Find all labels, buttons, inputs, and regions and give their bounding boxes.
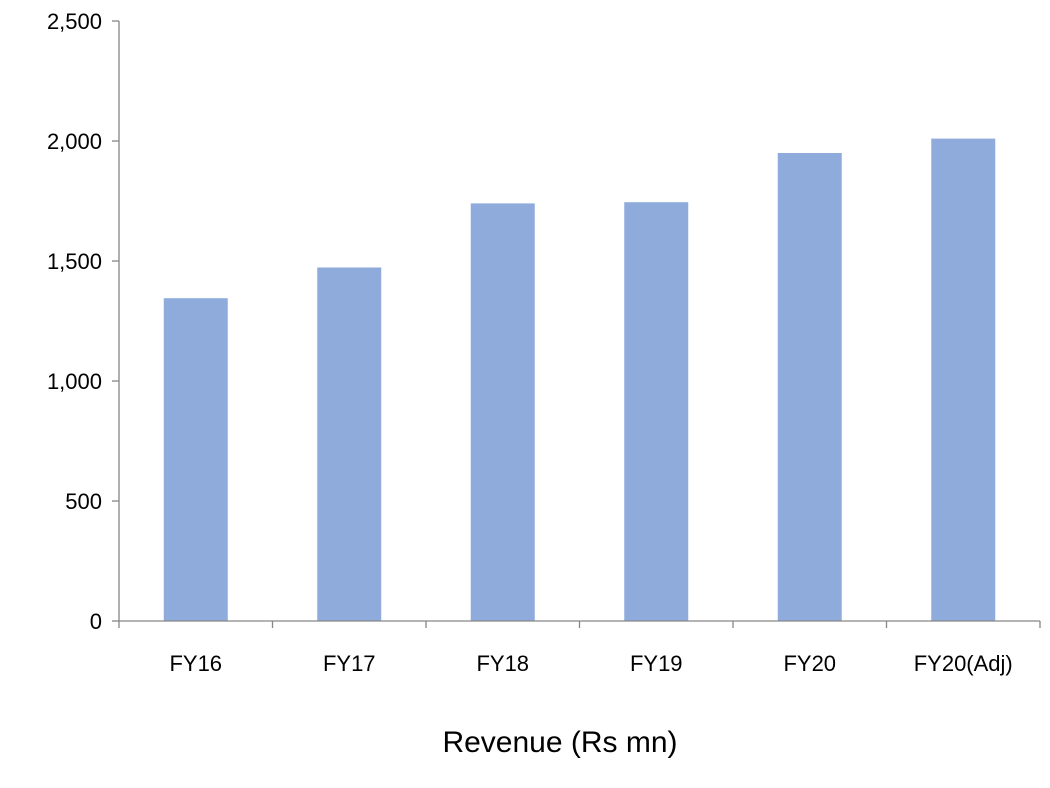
bar-fy17: [317, 267, 382, 621]
x-axis-label: Revenue (Rs mn): [442, 726, 677, 759]
y-tick-label: 500: [65, 489, 102, 514]
x-tick-label: FY19: [630, 651, 683, 676]
y-tick-label: 0: [90, 609, 102, 634]
bar-fy16: [163, 298, 228, 621]
bar-fy18: [470, 203, 535, 621]
axes: [118, 21, 1040, 622]
x-tick-label: FY18: [476, 651, 529, 676]
bar-fy19: [624, 202, 689, 621]
x-tick-label: FY16: [169, 651, 222, 676]
bar-fy20-adj: [931, 138, 996, 621]
x-tick-label: FY20: [783, 651, 836, 676]
bars: [163, 138, 996, 621]
y-tick-label: 1,500: [47, 249, 102, 274]
bar-fy20: [777, 153, 842, 621]
y-axis-ticks: 0 500 1,000 1,500 2,000 2,500: [47, 9, 119, 634]
x-tick-label: FY20(Adj): [914, 651, 1013, 676]
y-tick-label: 2,500: [47, 9, 102, 34]
x-axis-ticks: FY16 FY17 FY18 FY19 FY20 FY20(Adj): [118, 621, 1041, 676]
x-tick-label: FY17: [323, 651, 376, 676]
y-tick-label: 2,000: [47, 129, 102, 154]
y-tick-label: 1,000: [47, 369, 102, 394]
